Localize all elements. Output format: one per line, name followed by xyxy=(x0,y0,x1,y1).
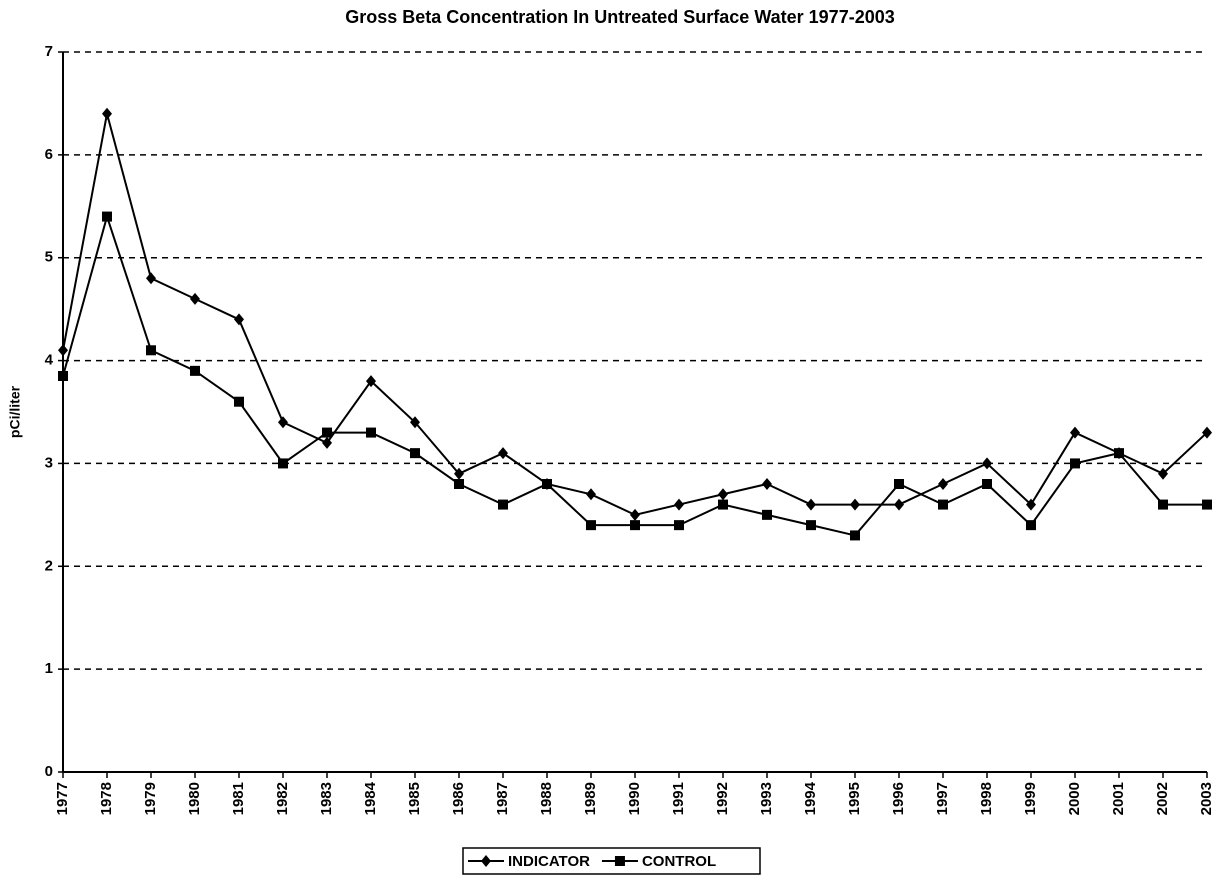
x-tick-label: 1978 xyxy=(98,782,115,815)
marker xyxy=(1158,467,1168,480)
y-tick-label: 6 xyxy=(45,146,53,163)
x-tick-label: 1993 xyxy=(758,782,775,815)
marker xyxy=(146,272,156,285)
marker xyxy=(1070,458,1080,469)
marker xyxy=(190,365,200,376)
x-tick-label: 1997 xyxy=(934,782,951,815)
marker xyxy=(454,479,464,489)
marker xyxy=(982,479,992,489)
marker xyxy=(410,448,420,459)
marker xyxy=(366,375,376,388)
marker xyxy=(1202,426,1212,439)
marker xyxy=(58,371,68,381)
marker xyxy=(322,427,332,438)
legend-label: INDICATOR xyxy=(508,853,590,870)
x-tick-label: 1992 xyxy=(714,782,731,815)
marker xyxy=(1026,498,1036,511)
marker xyxy=(190,292,200,305)
marker xyxy=(938,499,948,510)
marker xyxy=(542,479,552,489)
x-tick-label: 1995 xyxy=(846,782,863,815)
marker xyxy=(674,498,684,511)
x-tick-label: 1983 xyxy=(318,782,335,815)
marker xyxy=(674,520,684,531)
series-line xyxy=(62,113,1208,516)
marker xyxy=(586,520,596,531)
marker xyxy=(1114,448,1124,459)
marker xyxy=(806,520,816,531)
marker xyxy=(498,499,508,510)
series-line xyxy=(62,213,1207,537)
marker xyxy=(850,498,860,511)
marker xyxy=(894,498,904,511)
marker xyxy=(410,416,420,429)
x-tick-label: 1977 xyxy=(54,782,71,815)
y-tick-label: 0 xyxy=(45,763,53,780)
x-tick-label: 1988 xyxy=(538,782,555,815)
marker xyxy=(58,344,68,357)
x-tick-label: 1994 xyxy=(802,781,819,815)
y-tick-label: 1 xyxy=(45,660,53,677)
marker xyxy=(234,313,244,326)
x-tick-label: 1987 xyxy=(494,782,511,815)
marker xyxy=(1070,426,1080,439)
marker xyxy=(102,107,112,120)
marker xyxy=(762,509,772,520)
x-tick-label: 1986 xyxy=(450,782,467,815)
marker xyxy=(718,488,728,501)
y-tick-label: 7 xyxy=(45,43,53,60)
marker xyxy=(982,457,992,470)
x-tick-label: 1982 xyxy=(274,782,291,815)
x-tick-label: 2000 xyxy=(1066,782,1083,815)
marker xyxy=(718,499,728,510)
marker xyxy=(806,498,816,511)
x-tick-label: 1996 xyxy=(890,782,907,815)
chart-title: Gross Beta Concentration In Untreated Su… xyxy=(345,7,895,27)
x-tick-label: 1990 xyxy=(626,782,643,815)
marker xyxy=(481,855,491,867)
x-tick-label: 1999 xyxy=(1022,782,1039,815)
marker xyxy=(762,478,772,490)
marker xyxy=(1158,499,1168,510)
marker xyxy=(498,447,508,460)
marker xyxy=(894,479,904,489)
x-tick-label: 2001 xyxy=(1110,782,1127,815)
marker xyxy=(938,478,948,490)
marker xyxy=(1202,499,1212,510)
y-tick-label: 4 xyxy=(45,352,54,369)
x-tick-label: 1985 xyxy=(406,782,423,815)
x-tick-label: 1989 xyxy=(582,782,599,815)
marker xyxy=(366,427,376,438)
marker xyxy=(1026,520,1036,531)
marker xyxy=(630,508,640,521)
legend: INDICATOR CONTROL xyxy=(462,847,761,875)
y-tick-label: 5 xyxy=(45,249,53,266)
marker xyxy=(234,396,244,407)
marker xyxy=(102,211,112,222)
marker xyxy=(586,488,596,501)
marker xyxy=(850,530,860,541)
legend-label: CONTROL xyxy=(642,853,716,870)
marker xyxy=(630,520,640,531)
x-tick-label: 2002 xyxy=(1154,782,1171,815)
marker xyxy=(614,856,625,866)
x-tick-label: 1984 xyxy=(362,781,379,815)
marker xyxy=(278,416,288,429)
x-tick-label: 1991 xyxy=(670,782,687,815)
marker xyxy=(322,436,332,449)
y-axis-label: pCi/liter xyxy=(7,385,23,438)
x-tick-label: 1998 xyxy=(978,782,995,815)
marker xyxy=(278,458,288,469)
x-tick-label: 1980 xyxy=(186,782,203,815)
x-tick-label: 1981 xyxy=(230,782,247,815)
x-tick-label: 1979 xyxy=(142,782,159,815)
y-tick-label: 2 xyxy=(45,557,53,574)
marker xyxy=(146,345,156,356)
y-tick-label: 3 xyxy=(45,454,53,471)
x-tick-label: 2003 xyxy=(1198,782,1215,815)
marker xyxy=(454,467,464,480)
